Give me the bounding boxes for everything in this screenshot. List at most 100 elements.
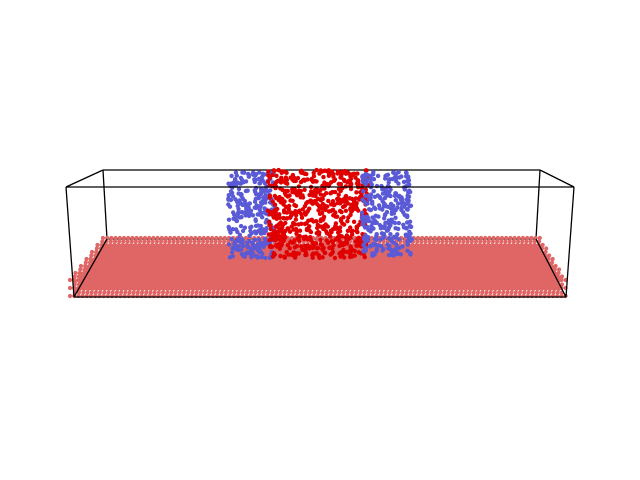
substrate-atom [106, 249, 111, 255]
substrate-atom [156, 277, 161, 283]
substrate-atom [129, 263, 134, 269]
substrate-atom [498, 267, 503, 272]
substrate-atom [148, 253, 153, 258]
substrate-atom [163, 239, 168, 244]
substrate-atom [190, 274, 195, 279]
substrate-atom [228, 270, 233, 276]
substrate-atom [282, 277, 287, 283]
substrate-atom [500, 256, 505, 262]
substrate-atom [484, 274, 489, 279]
substrate-atom [438, 290, 443, 295]
substrate-atom [295, 282, 300, 287]
substrate-atom [192, 260, 198, 265]
substrate-atom [387, 290, 392, 295]
fluid-atom [311, 170, 316, 176]
substrate-atom [535, 246, 540, 251]
substrate-atom [349, 285, 354, 291]
substrate-atom [232, 274, 237, 279]
substrate-atom [552, 267, 558, 272]
substrate-atom [522, 249, 527, 255]
substrate-atom [370, 282, 376, 287]
substrate-atom [108, 263, 113, 269]
substrate-atom [322, 263, 327, 269]
substrate-atom [450, 285, 455, 291]
substrate-atom [244, 282, 250, 287]
substrate-atom [538, 285, 543, 291]
substrate-atom [256, 285, 262, 291]
substrate-atom [217, 263, 222, 269]
box-edge [102, 169, 108, 240]
substrate-atom [198, 253, 203, 258]
substrate-atom [534, 274, 539, 279]
substrate-atom [314, 260, 319, 265]
substrate-atom [174, 246, 179, 251]
substrate-atom [415, 235, 421, 241]
substrate-atom [237, 267, 242, 272]
substrate-atom [328, 274, 334, 279]
substrate-atom [219, 282, 224, 287]
fluid-atom [318, 217, 324, 222]
substrate-atom [171, 239, 176, 244]
substrate-atom [265, 274, 271, 279]
substrate-atom [297, 263, 302, 269]
substrate-atom [433, 285, 438, 291]
substrate-atom [342, 267, 347, 272]
substrate-atom [454, 285, 459, 291]
substrate-atom [284, 267, 289, 272]
substrate-atom [269, 277, 274, 283]
substrate-atom [525, 256, 530, 262]
substrate-atom [94, 270, 99, 276]
fluid-atom [264, 226, 269, 231]
substrate-atom [123, 274, 128, 279]
substrate-atom [464, 267, 469, 272]
substrate-atom [401, 270, 406, 276]
substrate-atom [151, 285, 157, 291]
substrate-atom [459, 274, 464, 279]
substrate-atom [387, 277, 392, 283]
substrate-atom [527, 246, 532, 251]
substrate-atom [335, 260, 340, 265]
substrate-atom [179, 263, 184, 269]
fluid-atom [258, 200, 264, 205]
substrate-atom [362, 290, 367, 295]
substrate-atom [89, 249, 95, 255]
fluid-atom [262, 236, 268, 241]
substrate-atom [361, 285, 367, 291]
substrate-atom [303, 274, 308, 279]
substrate-atom [249, 270, 254, 276]
substrate-atom [144, 282, 149, 287]
substrate-atom [479, 277, 484, 283]
substrate-atom [532, 263, 537, 269]
substrate-atom [312, 270, 317, 276]
substrate-atom [203, 246, 209, 251]
substrate-atom [500, 285, 505, 291]
substrate-atom [453, 239, 458, 244]
substrate-atom [458, 253, 463, 258]
substrate-atom [146, 263, 151, 269]
substrate-atom [492, 290, 497, 295]
substrate-atom [256, 277, 262, 283]
substrate-atom [323, 260, 328, 265]
substrate-atom [215, 249, 221, 255]
substrate-atom [416, 256, 421, 262]
substrate-atom [112, 242, 117, 248]
substrate-atom [366, 253, 371, 258]
substrate-atom [127, 290, 132, 295]
substrate-atom [535, 270, 540, 276]
substrate-atom [379, 290, 384, 295]
substrate-atom [500, 277, 505, 283]
substrate-atom [497, 249, 502, 255]
substrate-atom [442, 274, 447, 279]
substrate-atom [345, 282, 350, 287]
substrate-atom [417, 274, 422, 279]
substrate-atom [543, 249, 548, 255]
substrate-atom [163, 260, 168, 265]
substrate-atom [377, 260, 382, 265]
substrate-atom [152, 290, 157, 295]
substrate-atom [522, 290, 527, 295]
substrate-atom [96, 260, 101, 265]
substrate-atom [479, 256, 484, 262]
substrate-atom [496, 253, 501, 258]
substrate-atom [101, 277, 106, 283]
substrate-atom [282, 274, 287, 279]
